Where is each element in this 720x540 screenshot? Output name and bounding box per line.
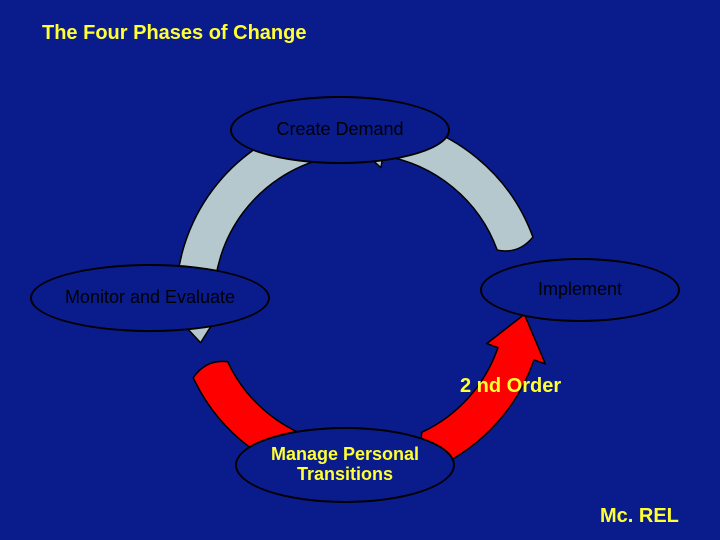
phase-label: Create Demand: [276, 120, 403, 140]
phase-implement: Implement: [480, 258, 680, 322]
phase-label: Monitor and Evaluate: [65, 288, 235, 308]
phase-monitor-evaluate: Monitor and Evaluate: [30, 264, 270, 332]
diagram-stage: The Four Phases of Change Create Demand …: [0, 0, 720, 540]
phase-label: Implement: [538, 280, 622, 300]
page-title: The Four Phases of Change: [42, 22, 306, 45]
footer-attribution: Mc. REL: [600, 505, 679, 528]
phase-manage-transitions: Manage Personal Transitions: [235, 427, 455, 503]
second-order-label: 2 nd Order: [460, 375, 561, 398]
phase-label: Manage Personal Transitions: [271, 445, 419, 485]
phase-create-demand: Create Demand: [230, 96, 450, 164]
